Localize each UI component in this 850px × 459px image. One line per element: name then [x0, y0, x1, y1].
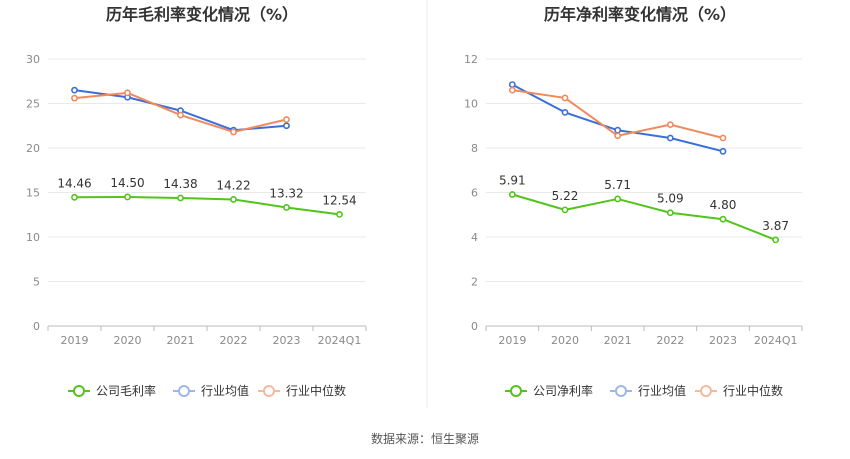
- net-margin-chart: 历年净利率变化情况（%） 0 2 4 6 8 10 12 2019 2020 2021 2022 202…: [464, 5, 803, 398]
- x-tick-label: 2021: [604, 334, 632, 347]
- data-label: 14.38: [163, 177, 197, 191]
- data-point: [614, 126, 622, 134]
- x-tick-label: 2024Q1: [754, 334, 798, 347]
- data-point: [561, 206, 569, 214]
- data-point: [719, 215, 727, 223]
- y-tick-label: 10: [464, 98, 478, 111]
- y-tick-label: 0: [471, 320, 478, 333]
- x-tick-label: 2020: [551, 334, 579, 347]
- data-point: [666, 209, 674, 217]
- data-point: [230, 128, 237, 136]
- data-label: 5.91: [499, 174, 526, 188]
- data-label: 12.54: [322, 193, 356, 207]
- data-point: [561, 94, 569, 102]
- data-point: [508, 191, 516, 198]
- series-line: [512, 193, 777, 241]
- y-tick-label: 25: [26, 98, 40, 111]
- legend-label: 行业均值: [201, 383, 249, 398]
- series-line: [74, 195, 340, 216]
- data-label: 5.22: [552, 189, 579, 203]
- y-tick-label: 12: [464, 53, 478, 66]
- chart-title: 历年毛利率变化情况（%）: [106, 5, 298, 24]
- data-point: [614, 195, 622, 203]
- data-label: 4.80: [710, 198, 737, 212]
- data-point: [508, 86, 516, 94]
- y-tick-label: 6: [471, 187, 478, 200]
- legend-marker: [73, 385, 85, 397]
- x-tick-label: 2023: [709, 334, 737, 347]
- x-tick-label: 2019: [498, 334, 526, 347]
- legend-label: 行业均值: [638, 383, 686, 398]
- data-point: [230, 196, 237, 203]
- y-tick-label: 8: [471, 142, 478, 155]
- legend-label: 公司净利率: [533, 383, 593, 398]
- x-tick-label: 2022: [220, 334, 248, 347]
- data-label: 14.50: [110, 176, 144, 190]
- data-point: [561, 109, 569, 116]
- data-point: [71, 94, 78, 102]
- data-point: [666, 134, 674, 142]
- y-tick-label: 20: [26, 142, 40, 155]
- data-point: [124, 193, 131, 201]
- y-tick-label: 2: [471, 276, 478, 289]
- data-label: 5.09: [657, 192, 684, 206]
- data-point: [177, 111, 184, 119]
- y-tick-label: 5: [33, 276, 40, 289]
- legend-label: 公司毛利率: [96, 383, 156, 398]
- legend-label: 行业中位数: [286, 383, 346, 398]
- legend-label: 行业中位数: [723, 383, 783, 398]
- data-point: [71, 193, 78, 201]
- data-label: 5.71: [604, 178, 631, 192]
- data-label: 14.46: [57, 176, 91, 190]
- x-tick-label: 2020: [114, 334, 142, 347]
- data-point: [283, 204, 290, 211]
- source-note: 数据来源：恒生聚源: [371, 431, 479, 446]
- chart-title: 历年净利率变化情况（%）: [544, 5, 736, 24]
- y-tick-label: 30: [26, 53, 40, 66]
- data-label: 13.32: [269, 186, 303, 200]
- y-tick-label: 10: [26, 231, 40, 244]
- data-label: 14.22: [216, 178, 250, 192]
- x-tick-label: 2021: [167, 334, 195, 347]
- legend-marker: [700, 385, 712, 397]
- legend-marker: [615, 385, 627, 397]
- data-point: [508, 81, 516, 88]
- data-point: [666, 121, 674, 129]
- data-point: [614, 132, 622, 140]
- x-tick-label: 2023: [273, 334, 301, 347]
- x-tick-label: 2019: [61, 334, 89, 347]
- data-point: [336, 210, 343, 218]
- x-tick-label: 2024Q1: [318, 334, 362, 347]
- y-tick-label: 0: [33, 320, 40, 333]
- x-tick-label: 2022: [656, 334, 684, 347]
- data-label: 3.87: [762, 219, 789, 233]
- legend-marker: [510, 385, 522, 397]
- data-point: [283, 122, 290, 130]
- y-tick-label: 4: [471, 231, 478, 244]
- data-point: [71, 86, 78, 94]
- gross-margin-chart: 历年毛利率变化情况（%） 0 5 10 15 20 25 30 2019 2020 2021 2022…: [26, 5, 367, 398]
- legend-marker: [178, 385, 190, 397]
- data-point: [124, 89, 131, 97]
- data-point: [719, 147, 727, 155]
- y-tick-label: 15: [26, 187, 40, 200]
- data-point: [719, 134, 727, 142]
- data-point: [283, 116, 290, 123]
- data-point: [772, 236, 780, 244]
- data-point: [177, 194, 184, 202]
- legend-marker: [263, 385, 275, 397]
